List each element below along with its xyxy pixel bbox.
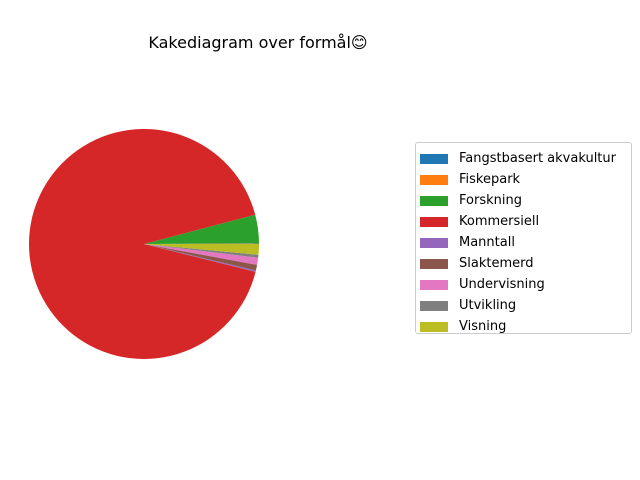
pie-slice-7: [144, 244, 259, 258]
legend-item: Manntall: [420, 232, 631, 253]
legend-item: Visning: [420, 316, 631, 337]
legend-swatch: [420, 216, 448, 227]
pie-slice-6: [144, 244, 259, 265]
pie-slice-4: [144, 244, 256, 272]
legend-swatch: [420, 153, 448, 164]
legend-label: Fiskepark: [459, 172, 521, 187]
legend-item: Utvikling: [420, 295, 631, 316]
legend-item: Slaktemerd: [420, 253, 631, 274]
legend-item: Forskning: [420, 190, 631, 211]
legend-swatch: [420, 300, 448, 311]
legend-label: Forskning: [459, 193, 522, 208]
pie-slice-3: [29, 129, 256, 360]
legend: Fangstbasert akvakultur Fiskepark Forsknin…: [415, 142, 632, 334]
legend-label: Visning: [459, 319, 507, 334]
legend-item: Fiskepark: [420, 169, 631, 190]
chart-title: Kakediagram over formål😊: [148, 33, 368, 52]
legend-swatch: [420, 279, 448, 290]
pie-slice-5: [144, 244, 258, 271]
legend-label: Fangstbasert akvakultur: [459, 151, 616, 166]
pie-slice-2: [144, 214, 259, 244]
pie-slice-8: [144, 244, 259, 255]
legend-label: Utvikling: [459, 298, 517, 313]
legend-label: Kommersiell: [459, 214, 540, 229]
legend-swatch: [420, 237, 448, 248]
legend-item: Fangstbasert akvakultur: [420, 148, 631, 169]
legend-swatch: [420, 321, 448, 332]
legend-label: Undervisning: [459, 277, 545, 292]
legend-label: Slaktemerd: [459, 256, 534, 271]
legend-swatch: [420, 258, 448, 269]
legend-swatch: [420, 174, 448, 185]
legend-item: Kommersiell: [420, 211, 631, 232]
legend-item: Undervisning: [420, 274, 631, 295]
legend-label: Manntall: [459, 235, 515, 250]
pie-slice-1: [144, 243, 259, 244]
legend-swatch: [420, 195, 448, 206]
